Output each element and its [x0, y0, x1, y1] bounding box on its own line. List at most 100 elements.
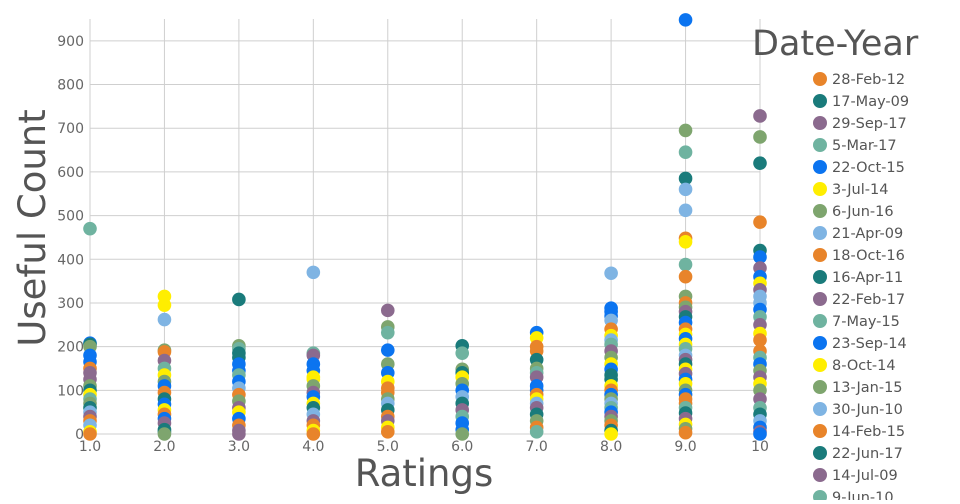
- data-point: [232, 292, 246, 307]
- data-point: [678, 13, 693, 27]
- data-point: [753, 156, 767, 170]
- x-tick-label: 4.0: [302, 439, 324, 455]
- legend-swatch: [813, 358, 827, 372]
- data-point: [678, 425, 693, 440]
- data-point: [380, 343, 395, 357]
- data-point: [529, 425, 544, 439]
- legend-swatch: [813, 72, 827, 86]
- x-tick-label: 5.0: [377, 439, 399, 455]
- legend-swatch: [813, 94, 827, 108]
- legend-swatch: [813, 226, 827, 240]
- data-point: [380, 425, 395, 439]
- data-point: [157, 312, 172, 327]
- y-tick-label: 600: [57, 165, 84, 181]
- data-point: [678, 257, 693, 272]
- y-axis-label: Useful Count: [11, 109, 54, 347]
- data-point: [83, 221, 97, 236]
- data-point: [753, 333, 767, 347]
- grid: [89, 19, 761, 435]
- data-point: [455, 346, 470, 360]
- data-point: [678, 182, 693, 197]
- legend-swatch: [813, 182, 827, 196]
- data-point: [455, 427, 470, 441]
- y-tick-label: 200: [57, 340, 84, 356]
- legend-swatch: [813, 138, 827, 152]
- legend-label: 18-Oct-16: [832, 248, 905, 264]
- data-point: [753, 250, 767, 264]
- legend-swatch: [813, 204, 827, 218]
- x-tick-label: 8.0: [600, 439, 622, 455]
- data-point: [380, 325, 395, 340]
- legend-title: Date-Year: [752, 24, 919, 64]
- y-tick-label: 900: [57, 34, 84, 50]
- legend-label: 21-Apr-09: [832, 226, 903, 242]
- data-point: [753, 109, 767, 123]
- legend-swatch: [813, 468, 827, 482]
- legend-label: 13-Jan-15: [832, 380, 903, 396]
- x-tick-label: 9.0: [674, 439, 696, 455]
- legend-label: 9-Jun-10: [832, 490, 894, 500]
- legend-swatch: [813, 402, 827, 416]
- y-tick-label: 400: [57, 252, 84, 268]
- x-tick-label: 1.0: [79, 439, 101, 455]
- x-tick-label: 6.0: [451, 439, 473, 455]
- legend-label: 23-Sep-14: [832, 336, 907, 352]
- legend-label: 16-Apr-11: [832, 270, 903, 286]
- legend-label: 30-Jun-10: [832, 402, 903, 418]
- legend-label: 8-Oct-14: [832, 358, 896, 374]
- data-point: [306, 265, 321, 280]
- data-point: [678, 269, 693, 284]
- legend: 28-Feb-12 17-May-09 29-Sep-17 5-Mar-17 22-Oc…: [813, 72, 909, 504]
- legend-label: 6-Jun-16: [832, 204, 894, 220]
- legend-swatch: [813, 380, 827, 394]
- y-tick-label: 500: [57, 209, 84, 225]
- data-point: [753, 427, 767, 441]
- y-tick-label: 0: [75, 427, 84, 443]
- legend-swatch: [813, 270, 827, 284]
- data-point: [83, 427, 97, 441]
- legend-label: 29-Sep-17: [832, 116, 907, 132]
- legend-label: 7-May-15: [832, 314, 900, 330]
- legend-swatch: [813, 292, 827, 306]
- x-axis-label: Ratings: [355, 452, 494, 495]
- x-tick-label: 10: [751, 439, 769, 455]
- data-point: [678, 123, 693, 138]
- data-point: [306, 427, 321, 441]
- data-point: [157, 298, 172, 312]
- legend-label: 28-Feb-12: [832, 72, 905, 88]
- legend-swatch: [813, 314, 827, 328]
- legend-label: 14-Jul-09: [832, 468, 898, 484]
- legend-label: 22-Oct-15: [832, 160, 905, 176]
- x-tick-label: 3.0: [228, 439, 250, 455]
- y-tick-label: 300: [57, 296, 84, 312]
- legend-swatch: [813, 116, 827, 130]
- y-axis-ticks: 0 100 200 300 400 500 600 700 800 900: [57, 34, 84, 443]
- data-point: [232, 427, 246, 441]
- data-points: [83, 13, 767, 441]
- data-point: [678, 203, 693, 218]
- data-point: [604, 427, 618, 441]
- legend-swatch: [813, 160, 827, 174]
- legend-swatch: [813, 336, 827, 350]
- data-point: [678, 171, 693, 186]
- data-point: [157, 427, 172, 441]
- legend-label: 3-Jul-14: [832, 182, 888, 198]
- legend-label: 17-May-09: [832, 94, 909, 110]
- legend-label: 14-Feb-15: [832, 424, 905, 440]
- x-tick-label: 2.0: [153, 439, 175, 455]
- x-axis-ticks: 1.0 2.0 3.0 4.0 5.0 6.0 7.0 8.0 9.0 10: [79, 439, 769, 455]
- legend-label: 22-Feb-17: [832, 292, 905, 308]
- y-tick-label: 700: [57, 121, 84, 137]
- legend-label: 5-Mar-17: [832, 138, 897, 154]
- legend-swatch: [813, 248, 827, 262]
- legend-swatch: [813, 446, 827, 460]
- legend-label: 22-Jun-17: [832, 446, 903, 462]
- data-point: [678, 145, 693, 160]
- y-tick-label: 800: [57, 78, 84, 94]
- data-point: [380, 303, 395, 318]
- data-point: [753, 215, 767, 229]
- data-point: [753, 130, 767, 144]
- legend-swatch: [813, 490, 827, 504]
